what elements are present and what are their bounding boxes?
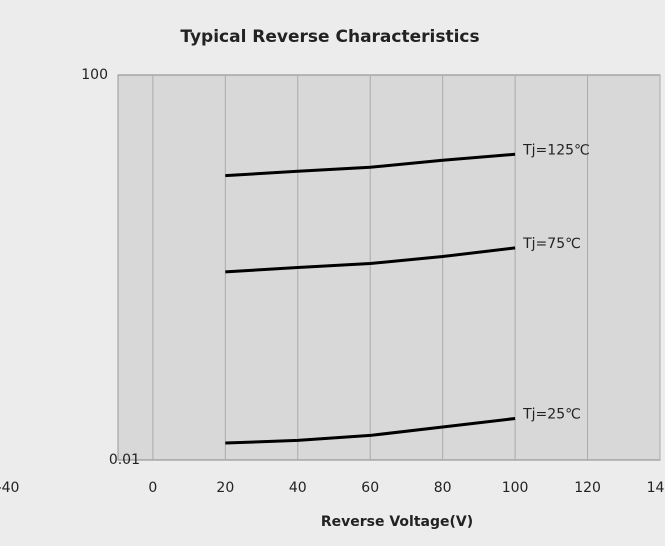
x-tick-label: 60 [361, 480, 379, 496]
x-tick-label: 140 [647, 480, 665, 496]
series-line [225, 416, 516, 445]
series-label: Tj=125℃ [522, 142, 590, 158]
x-tick-label: 120 [574, 480, 601, 496]
x-tick-label: 40 [289, 480, 307, 496]
x-tick-label: -40 [0, 480, 19, 496]
x-tick-label: 80 [434, 480, 452, 496]
series-line [225, 246, 516, 274]
y-tick-label: 0.01 [109, 452, 140, 468]
plot-area [117, 74, 661, 461]
series-label: Tj=25℃ [522, 406, 581, 422]
series-label: Tj=75℃ [522, 236, 581, 252]
chart-title: Typical Reverse Characteristics [180, 27, 479, 47]
x-tick-label: 20 [216, 480, 234, 496]
x-axis-title: Reverse Voltage(V) [321, 514, 473, 530]
x-tick-label: 100 [502, 480, 529, 496]
series-line [225, 152, 516, 178]
x-tick-label: 0 [148, 480, 157, 496]
y-tick-label: 100 [81, 67, 108, 83]
